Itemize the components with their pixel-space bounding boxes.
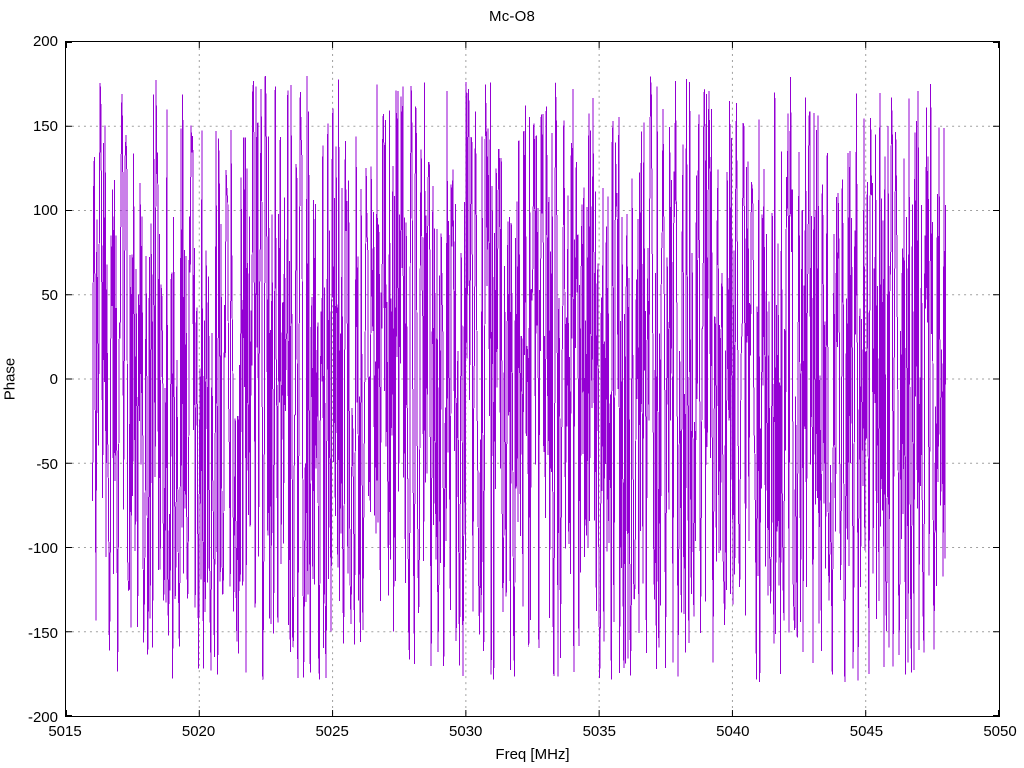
data-series-group <box>92 75 947 683</box>
x-tick-label: 5025 <box>315 723 349 740</box>
y-tick-label: 150 <box>32 117 58 135</box>
y-tick-label: 100 <box>32 202 58 219</box>
x-tick-label: 5050 <box>983 723 1017 740</box>
x-tick-label: 5045 <box>849 723 884 740</box>
plot-area <box>65 41 1000 717</box>
data-series-line <box>92 75 947 683</box>
axis-tick-marks <box>66 42 999 716</box>
x-tick-label: 5040 <box>716 723 750 740</box>
y-tick-label: 200 <box>32 33 58 50</box>
y-tick-label: -50 <box>36 455 58 473</box>
plot-canvas <box>66 42 999 716</box>
chart-title: Mc-O8 <box>489 8 535 25</box>
x-tick-label: 5030 <box>449 723 483 740</box>
x-tick-label: 5015 <box>48 723 82 740</box>
y-tick-label: -200 <box>27 709 58 726</box>
y-axis-tick-labels: -200 -150 -100 -50 0 50 100 150 200 <box>0 34 58 725</box>
x-tick-label: 5035 <box>582 723 616 740</box>
y-tick-label: -100 <box>27 540 58 557</box>
x-axis-tick-labels: 5015 5020 5025 5030 5035 5040 5045 5050 <box>48 723 1016 744</box>
x-tick-label: 5020 <box>181 723 216 740</box>
y-tick-label: -150 <box>27 624 58 642</box>
x-axis-title: Freq [MHz] <box>495 746 570 763</box>
y-tick-label: 50 <box>41 286 58 304</box>
y-tick-label: 0 <box>49 371 58 388</box>
